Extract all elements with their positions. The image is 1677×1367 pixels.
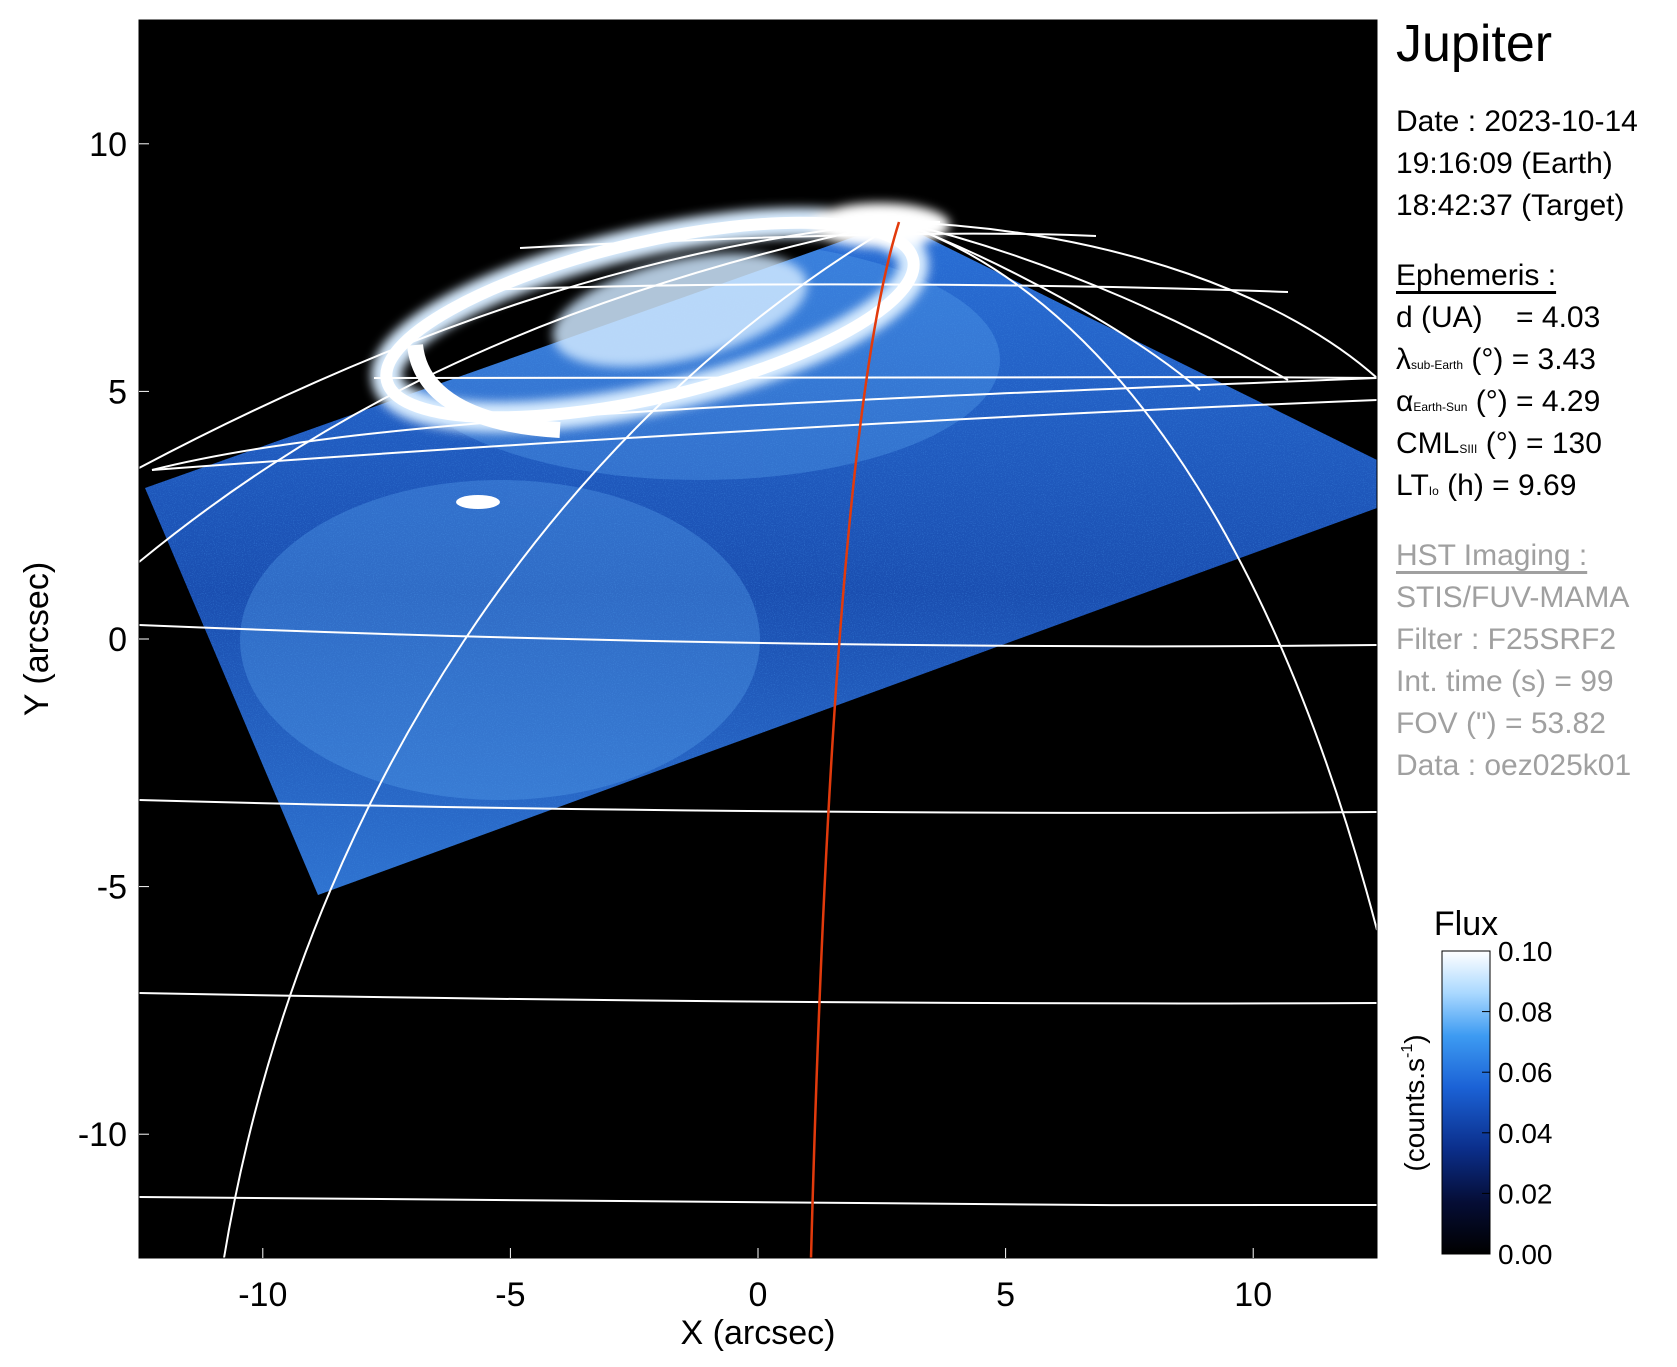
- distance-value: = 4.03: [1516, 301, 1601, 334]
- sub-earth-value: (°) = 3.43: [1471, 343, 1596, 376]
- y-tick-label: 0: [108, 621, 127, 659]
- x-axis-label: X (arcsec): [681, 1314, 836, 1352]
- longitude-line: [139, 221, 900, 563]
- longitude-line: [898, 221, 1289, 381]
- integration-time: Int. time (s) = 99: [1396, 665, 1614, 698]
- cml-subscript: SIII: [1459, 442, 1478, 456]
- lt-value: (h) = 9.69: [1447, 469, 1577, 502]
- planet-grid: [139, 220, 1377, 1258]
- date-line: Date : 2023-10-14: [1396, 105, 1638, 138]
- target-time: 18:42:37 (Target): [1396, 189, 1625, 222]
- ephemeris-header: Ephemeris :: [1396, 259, 1557, 292]
- colorbar-tick-label: 0.06: [1498, 1057, 1553, 1088]
- y-axis-label: Y (arcsec): [18, 562, 56, 716]
- latitude-line: [139, 992, 1377, 1005]
- info-panel: Jupiter Date : 2023-10-14 19:16:09 (Eart…: [1396, 0, 1677, 1367]
- latitude-line: [151, 399, 1377, 471]
- colorbar-ramp: [1441, 950, 1491, 1255]
- x-axis: -10 -5 0 5 10: [238, 1248, 1272, 1314]
- hst-header: HST Imaging :: [1396, 539, 1588, 572]
- ephemeris-earth-sun: αEarth-Sun (°) = 4.29: [1396, 384, 1600, 425]
- cml-symbol: CML: [1396, 427, 1460, 460]
- longitude-line: [223, 221, 900, 1258]
- colorbar: Flux (counts.s-1) 0.000.020.040.060.080.…: [1399, 905, 1553, 1270]
- x-tick-label: 5: [996, 1276, 1015, 1314]
- sub-earth-subscript: sub-Earth: [1411, 358, 1464, 372]
- y-axis: -10 -5 0 5 10: [78, 126, 149, 1154]
- colorbar-tick-label: 0.10: [1498, 936, 1553, 967]
- latitude-line: [699, 220, 941, 229]
- filter: Filter : F25SRF2: [1396, 623, 1617, 656]
- footprint-curve: [809, 221, 901, 1258]
- longitude-line: [898, 221, 1377, 931]
- x-tick-label: 10: [1234, 1276, 1272, 1314]
- y-tick-label: -10: [78, 1116, 127, 1154]
- latitude-line: [139, 624, 1377, 648]
- earth-sun-value: (°) = 4.29: [1475, 385, 1601, 418]
- colorbar-tick-label: 0.08: [1498, 997, 1553, 1028]
- colorbar-tick-label: 0.04: [1498, 1118, 1553, 1149]
- latitude-line: [479, 283, 1289, 293]
- lt-symbol: LT: [1396, 469, 1429, 502]
- latitude-line: [519, 232, 1097, 249]
- latitude-line: [151, 377, 1377, 471]
- ephemeris-sub-earth: λsub-Earth (°) = 3.43: [1396, 342, 1596, 383]
- ephemeris-distance: d (UA) = 4.03: [1396, 300, 1600, 336]
- y-tick-label: -5: [97, 869, 127, 907]
- dataset-id: Data : oez025k01: [1396, 749, 1632, 782]
- x-tick-label: -5: [495, 1276, 525, 1314]
- sub-earth-symbol: λ: [1396, 343, 1411, 376]
- colorbar-unit-label: (counts.s-1): [1399, 1034, 1430, 1171]
- colorbar-title: Flux: [1434, 905, 1498, 943]
- ephemeris-lt: LTIo (h) = 9.69: [1396, 468, 1576, 509]
- cml-value: (°) = 130: [1485, 427, 1602, 460]
- field-of-view: FOV (") = 53.82: [1396, 707, 1606, 740]
- lt-subscript: Io: [1428, 484, 1439, 498]
- target-title: Jupiter: [1396, 15, 1553, 73]
- longitude-line: [139, 220, 1377, 469]
- colorbar-tick-label: 0.00: [1498, 1239, 1553, 1270]
- x-tick-label: -10: [238, 1276, 287, 1314]
- x-tick-label: 0: [749, 1276, 768, 1314]
- y-tick-label: 5: [108, 373, 127, 411]
- earth-time: 19:16:09 (Earth): [1396, 147, 1613, 180]
- latitude-line: [139, 799, 1377, 814]
- earth-sun-subscript: Earth-Sun: [1413, 400, 1468, 414]
- distance-label: d (UA): [1396, 301, 1483, 334]
- y-tick-label: 10: [89, 126, 127, 164]
- colorbar-tick-label: 0.02: [1498, 1178, 1553, 1209]
- earth-sun-symbol: α: [1396, 385, 1414, 418]
- instrument: STIS/FUV-MAMA: [1396, 581, 1630, 614]
- ephemeris-cml: CMLSIII (°) = 130: [1396, 426, 1602, 467]
- colorbar-ticks: 0.00 0.02 0.04 0.06 0.08 0.10: [1482, 936, 1553, 1270]
